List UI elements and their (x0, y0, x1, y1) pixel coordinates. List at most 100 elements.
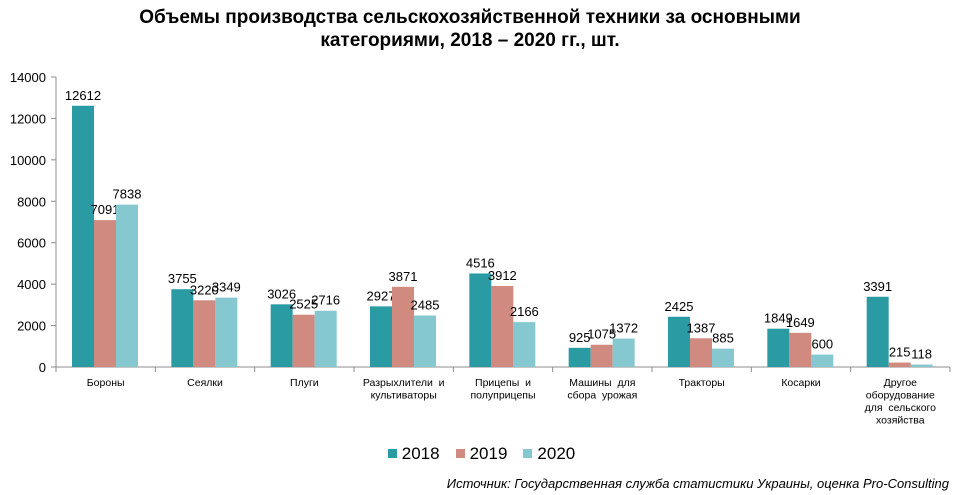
x-category-label: Прицепы и полуприцепы (470, 377, 535, 402)
chart-title: Объемы производства сельскохозяйственной… (60, 6, 880, 52)
x-category-label-line: сбора урожая (567, 390, 637, 402)
bar-value-label: 3349 (212, 280, 241, 295)
bar-2018 (72, 105, 94, 367)
legend-swatch (455, 449, 465, 458)
x-category-label-line: оборудование (866, 390, 935, 402)
bar-2019 (94, 220, 116, 367)
legend-label: 2020 (537, 444, 576, 463)
bar-2019 (888, 362, 911, 367)
bar-2020 (314, 310, 337, 367)
x-category-label: Бороны (87, 377, 125, 389)
bar-2020 (712, 348, 734, 367)
bar-value-label: 4516 (466, 255, 495, 270)
bar-2020 (910, 364, 933, 367)
y-tick-label: 10000 (10, 153, 46, 168)
bar-value-label: 7838 (113, 187, 142, 202)
legend-swatch (387, 449, 397, 458)
legend-item-2018: 2018 (387, 444, 440, 464)
legend-label: 2018 (401, 444, 440, 463)
bar-2020 (612, 338, 635, 367)
y-tick-label: 6000 (17, 236, 46, 251)
x-category-label-line: Сеялки (187, 377, 223, 389)
source-note: Источник: Государственная служба статист… (446, 476, 949, 491)
y-tick-label: 0 (39, 360, 46, 375)
bar-2018 (568, 347, 591, 367)
bar-value-label: 3026 (267, 286, 296, 301)
legend-label: 2019 (469, 444, 508, 463)
y-tick-label: 4000 (17, 277, 46, 292)
x-category-label-line: Машины для (569, 377, 635, 389)
x-category-label-line: полуприцепы (470, 390, 535, 402)
bar-value-label: 3755 (168, 271, 197, 286)
bar-2019 (193, 300, 216, 367)
bar-value-label: 2927 (367, 288, 396, 303)
y-tick-label: 14000 (10, 70, 46, 85)
x-category-label: Плуги (290, 377, 319, 389)
bar-2019 (789, 332, 812, 367)
bar-value-label: 2166 (510, 304, 539, 319)
chart-legend: 2018 2019 2020 (0, 444, 963, 464)
x-category-label-line: Плуги (290, 377, 319, 389)
bar-value-label: 3391 (863, 279, 892, 294)
bar-2019 (292, 314, 315, 367)
x-category-label: Другое оборудование для сельского хозяйства (865, 377, 937, 427)
bar-value-label: 1387 (687, 320, 716, 335)
bar-value-label: 2425 (665, 299, 694, 314)
bar-2018 (270, 304, 293, 367)
x-category-label-line: Разрыхлители и (363, 377, 445, 389)
x-category-label-line: хозяйства (876, 415, 925, 427)
bar-2020 (414, 315, 436, 367)
x-category-label-line: Другое (884, 377, 918, 389)
bar-value-label: 3912 (488, 268, 517, 283)
bar-2019 (590, 344, 613, 367)
bar-value-label: 2485 (411, 298, 440, 313)
bar-value-label: 2716 (311, 293, 340, 308)
bar-value-label: 118 (911, 347, 932, 362)
bar-2019 (690, 338, 712, 367)
bar-chart: 0 2000 4000 6000 8000 10000 12000 14000 12612 375… (10, 70, 951, 427)
x-category-label: Разрыхлители и культиваторы (363, 377, 445, 402)
bar-value-label: 1372 (609, 321, 638, 336)
x-category-label-line: культиваторы (371, 390, 437, 402)
bar-2018 (171, 289, 194, 367)
bar-value-label: 600 (811, 337, 833, 352)
chart-title-line-2: категориями, 2018 – 2020 гг., шт. (320, 30, 620, 51)
bar-value-label: 3871 (389, 269, 418, 284)
bar-2020 (513, 322, 536, 367)
y-tick-label: 8000 (17, 194, 46, 209)
x-category-label-line: для сельского (865, 402, 937, 414)
bar-2018 (370, 306, 392, 367)
bar-value-label: 3220 (190, 282, 219, 297)
bar-2020 (116, 204, 138, 367)
legend-item-2019: 2019 (455, 444, 508, 464)
bar-2018 (767, 328, 790, 367)
bar-value-label: 2525 (289, 297, 318, 312)
bar-2018 (866, 296, 889, 367)
bar-value-label: 7091 (91, 202, 120, 217)
bar-2019 (491, 285, 514, 367)
y-tick-label: 2000 (17, 319, 46, 334)
x-category-label-line: Бороны (87, 377, 125, 389)
bar-value-label: 1075 (587, 327, 616, 342)
x-category-label: Машины для сбора урожая (567, 377, 637, 402)
bar-2018 (469, 273, 492, 367)
chart-title-line-1: Объемы производства сельскохозяйственной… (139, 7, 801, 28)
x-category-label: Косарки (781, 377, 820, 389)
bar-2018 (668, 316, 690, 367)
x-category-label: Тракторы (679, 377, 725, 389)
bar-value-label: 925 (569, 330, 591, 345)
bar-2019 (392, 286, 414, 367)
x-category-label-line: Тракторы (679, 377, 725, 389)
x-category-label-line: Прицепы и (475, 377, 531, 389)
bar-value-label: 1649 (786, 315, 815, 330)
y-tick-label: 12000 (10, 111, 46, 126)
bar-value-label: 885 (712, 331, 734, 346)
x-category-label-line: Косарки (781, 377, 820, 389)
bar-value-label: 1849 (764, 311, 793, 326)
legend-item-2020: 2020 (523, 444, 575, 464)
bar-2020 (215, 297, 238, 367)
bar-value-label: 12612 (65, 88, 101, 103)
bar-2020 (811, 354, 834, 367)
bar-value-label: 215 (889, 345, 911, 360)
legend-swatch (523, 449, 533, 458)
